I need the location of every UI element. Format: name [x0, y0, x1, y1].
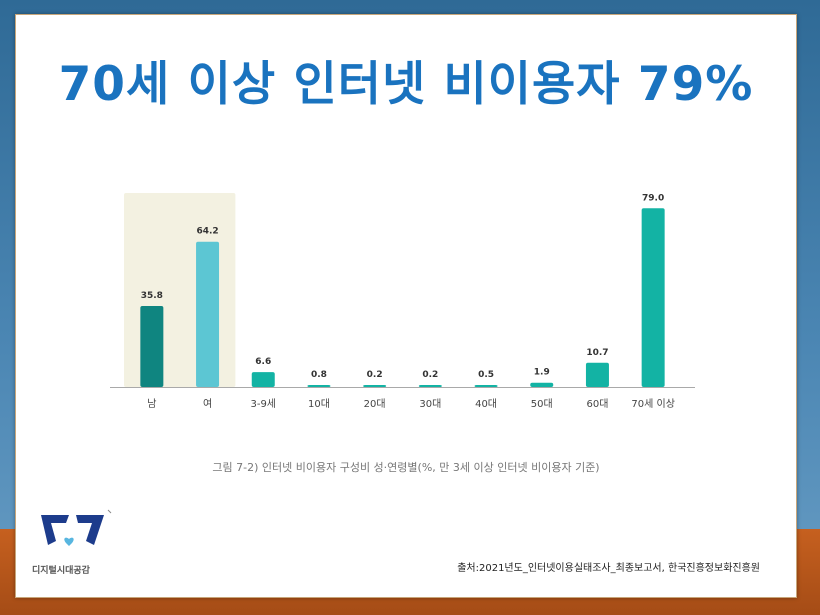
data-label-6: 0.2: [422, 370, 438, 380]
bar-4: [307, 385, 331, 387]
chart-caption: 그림 7-2) 인터넷 비이용자 구성비 성·연령별(%, 만 3세 이상 인터…: [212, 461, 600, 474]
x-tick-label-8: 50대: [531, 398, 553, 410]
bar-3: [251, 372, 275, 387]
slide-title: 70세 이상 인터넷 비이용자 79%: [58, 57, 754, 112]
bar-2: [196, 241, 220, 387]
data-label-7: 0.5: [478, 370, 494, 380]
data-label-3: 6.6: [255, 357, 271, 367]
x-tick-label-10: 70세 이상: [631, 398, 675, 410]
data-label-9: 10.7: [586, 348, 608, 358]
x-tick-label-9: 60대: [586, 398, 608, 410]
bar-7: [474, 385, 498, 387]
source-citation: 출처:2021년도_인터넷이용실태조사_최종보고서, 한국진흥정보화진흥원: [457, 563, 760, 574]
x-tick-label-7: 40대: [475, 398, 497, 410]
data-label-10: 79.0: [642, 193, 664, 203]
bar-6: [418, 385, 442, 387]
x-tick-label-1: 남: [147, 398, 156, 410]
digital-era-logo-icon: [41, 509, 112, 546]
data-label-4: 0.8: [311, 370, 327, 380]
data-label-2: 64.2: [196, 227, 218, 237]
slide: 70세 이상 인터넷 비이용자 79% 35.8 남 64.2 여 6.6 3-9세 0.8…: [15, 14, 797, 598]
bar-1: [140, 306, 164, 387]
x-tick-label-3: 3-9세: [250, 398, 276, 410]
data-label-8: 1.9: [534, 368, 550, 378]
bar-9: [585, 362, 609, 387]
x-tick-label-4: 10대: [308, 398, 330, 410]
x-tick-label-2: 여: [203, 398, 212, 410]
logo-text: 디지털시대공감: [32, 566, 90, 576]
bar-10: [641, 208, 665, 387]
bar-8: [530, 382, 554, 387]
bar-5: [363, 385, 387, 387]
x-tick-label-5: 20대: [364, 398, 386, 410]
x-tick-label-6: 30대: [419, 398, 441, 410]
data-label-1: 35.8: [141, 291, 163, 301]
bar-chart: 35.8 남 64.2 여 6.6 3-9세 0.8 10대 0.2 20대 0.2 30대 0.5 40…: [110, 193, 695, 410]
data-label-5: 0.2: [367, 370, 383, 380]
